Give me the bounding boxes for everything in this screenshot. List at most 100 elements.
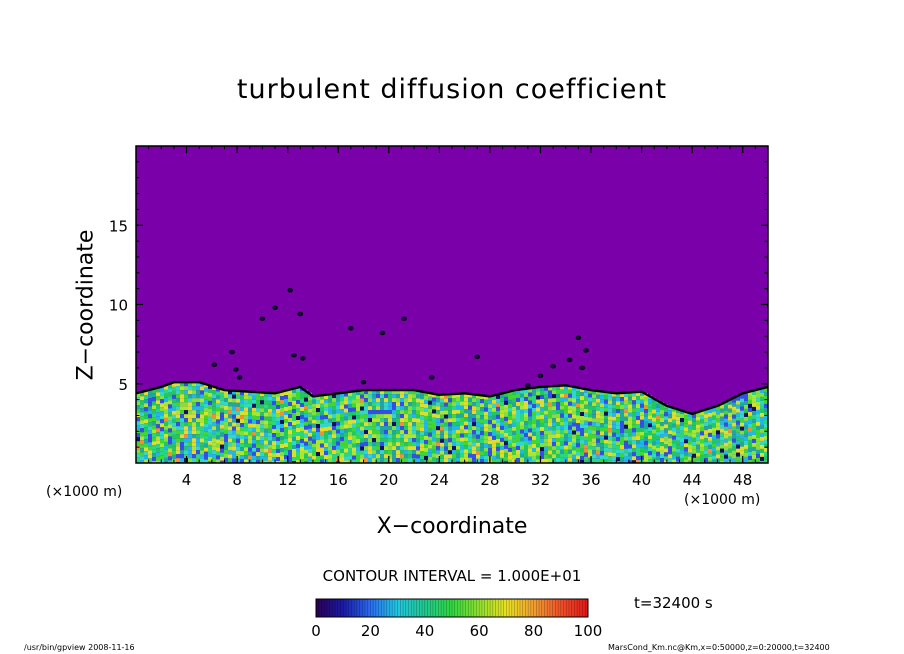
field-cell	[624, 408, 628, 413]
field-cell	[392, 410, 396, 415]
field-cell	[656, 447, 660, 452]
field-cell	[196, 394, 200, 399]
field-cell	[196, 422, 200, 427]
field-cell	[576, 395, 580, 400]
field-cell	[304, 393, 308, 398]
field-cell	[148, 442, 152, 447]
field-cell	[380, 406, 384, 411]
field-cell	[136, 401, 140, 406]
x-tick-label: 36	[581, 471, 600, 489]
field-cell	[604, 407, 608, 412]
field-cell	[544, 458, 548, 463]
field-cell	[340, 409, 344, 414]
field-cell	[292, 429, 296, 434]
field-cell	[484, 459, 488, 463]
field-cell	[720, 412, 724, 417]
field-cell	[216, 439, 220, 444]
field-cell	[144, 455, 148, 460]
field-cell	[168, 388, 172, 393]
field-cell	[336, 425, 340, 430]
field-cell	[656, 411, 660, 416]
field-cell	[220, 428, 224, 433]
field-cell	[564, 429, 568, 434]
field-cell	[420, 431, 424, 436]
field-cell	[744, 412, 748, 417]
field-cell	[372, 402, 376, 407]
field-cell	[264, 420, 268, 425]
field-cell	[264, 456, 268, 461]
field-cell	[248, 447, 252, 452]
field-cell	[500, 437, 504, 442]
field-cell	[264, 404, 268, 409]
field-cell	[560, 409, 564, 414]
field-cell	[608, 444, 612, 449]
field-cell	[348, 420, 352, 425]
field-cell	[464, 421, 468, 426]
field-cell	[388, 410, 392, 415]
field-cell	[628, 420, 632, 425]
field-cell	[316, 396, 320, 401]
field-cell	[572, 434, 576, 439]
field-cell	[580, 396, 584, 401]
field-cell	[680, 446, 684, 451]
field-cell	[512, 442, 516, 447]
field-cell	[724, 458, 728, 463]
field-cell	[296, 392, 300, 397]
field-cell	[152, 445, 156, 450]
field-cell	[752, 426, 756, 431]
field-cell	[488, 424, 492, 429]
field-cell	[172, 450, 176, 455]
field-cell	[468, 397, 472, 402]
field-cell	[444, 422, 448, 427]
field-cell	[752, 454, 756, 459]
field-cell	[312, 399, 316, 404]
field-cell	[464, 405, 468, 410]
x-unit-label-left: (×1000 m)	[46, 484, 123, 500]
field-cell	[652, 449, 656, 454]
field-cell	[148, 454, 152, 459]
field-cell	[276, 393, 280, 398]
field-cell	[476, 438, 480, 443]
field-cell	[164, 417, 168, 422]
field-cell	[244, 391, 248, 396]
field-cell	[252, 391, 256, 396]
field-cell	[284, 411, 288, 416]
field-cell	[220, 432, 224, 437]
field-cell	[388, 454, 392, 459]
field-cell	[316, 424, 320, 429]
field-cell	[764, 435, 768, 440]
field-cell	[324, 403, 328, 408]
field-cell	[208, 400, 212, 405]
field-cell	[648, 439, 652, 444]
field-cell	[508, 403, 512, 408]
field-cell	[260, 432, 264, 437]
field-cell	[552, 386, 556, 391]
field-cell	[288, 394, 292, 399]
field-cell	[748, 459, 752, 463]
field-cell	[528, 416, 532, 421]
field-cell	[432, 429, 436, 434]
field-cell	[324, 455, 328, 460]
field-cell	[288, 414, 292, 419]
field-cell	[580, 392, 584, 397]
field-cell	[716, 418, 720, 423]
field-cell	[212, 458, 216, 463]
field-cell	[700, 459, 704, 463]
field-cell	[204, 395, 208, 400]
field-cell	[160, 431, 164, 436]
field-cell	[632, 448, 636, 453]
field-cell	[732, 422, 736, 427]
field-cell	[252, 435, 256, 440]
field-cell	[564, 405, 568, 410]
field-cell	[628, 396, 632, 401]
field-cell	[652, 437, 656, 442]
field-cell	[564, 457, 568, 462]
field-cell	[160, 455, 164, 460]
field-cell	[720, 440, 724, 445]
field-cell	[560, 441, 564, 446]
field-cell	[704, 454, 708, 459]
field-cell	[460, 409, 464, 414]
field-cell	[204, 403, 208, 408]
field-cell	[544, 434, 548, 439]
field-cell	[488, 396, 492, 401]
